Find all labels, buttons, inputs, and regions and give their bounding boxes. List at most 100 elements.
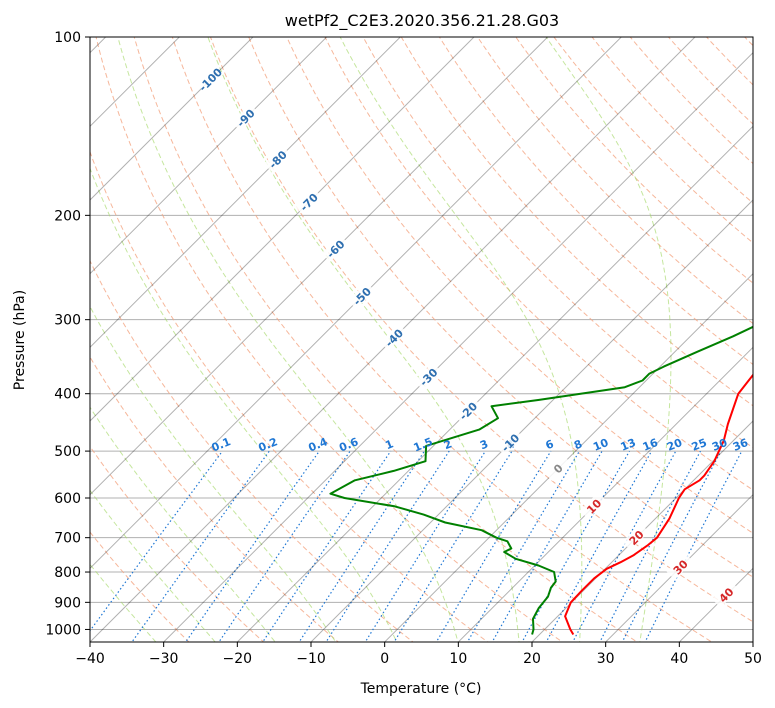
- y-tick-label: 700: [54, 531, 81, 547]
- y-tick-label: 300: [54, 313, 81, 329]
- moist-adiabat: [117, 37, 459, 642]
- y-tick-label: 900: [54, 595, 81, 611]
- isotherm-line: [90, 37, 254, 201]
- y-tick-label: 600: [54, 491, 81, 507]
- mixing-ratio-line: [435, 450, 552, 642]
- isotherm-label-bg: [496, 428, 524, 456]
- y-tick-label: 500: [54, 444, 81, 460]
- x-axis-label: Temperature (°C): [360, 681, 482, 697]
- dry-adiabat: [286, 37, 753, 534]
- y-tick-label: 100: [54, 30, 81, 46]
- isotherm-line: [90, 37, 181, 128]
- mixing-ratio-label: 20: [665, 436, 684, 454]
- mixing-ratio-line: [466, 450, 580, 642]
- dry-adiabat: [667, 37, 753, 125]
- mixing-ratio-label: 25: [690, 436, 709, 454]
- dry-adiabat: [90, 531, 190, 642]
- dry-adiabat: [171, 37, 713, 642]
- mixing-ratio-line: [218, 450, 351, 642]
- y-tick-label: 800: [54, 565, 81, 581]
- mixing-ratio-lines: [90, 450, 743, 642]
- dewpoint-profile: [329, 325, 753, 635]
- isotherm-label-bg: [196, 65, 224, 93]
- mixing-ratio-line: [131, 450, 270, 642]
- isotherm-label-bg: [263, 145, 291, 173]
- dry-adiabat: [400, 37, 753, 407]
- dry-adiabat: [553, 37, 753, 244]
- isotherm-line: [236, 125, 753, 642]
- moist-adiabat: [90, 305, 337, 642]
- moist-adiabat: [90, 406, 276, 642]
- isotherm-label-bg: [712, 580, 739, 608]
- mixing-ratio-label: 10: [591, 436, 610, 454]
- mixing-ratio-label: 13: [619, 436, 638, 454]
- y-axis: 100 200 300 400 500 600 700 800 900 1000: [45, 30, 90, 638]
- moist-adiabat: [339, 37, 583, 642]
- isotherm-label-bg: [454, 396, 481, 424]
- mixing-ratio-line: [545, 450, 653, 642]
- mixing-ratio-label: 1: [383, 437, 395, 452]
- x-tick-label: 30: [597, 651, 615, 667]
- dry-adiabat: [90, 150, 489, 642]
- mixing-ratio-label: 2: [442, 437, 454, 452]
- isotherm-label-bg: [544, 454, 571, 482]
- plot-frame: [89, 36, 754, 643]
- isotherm-label-bg: [622, 523, 650, 551]
- mixing-ratio-line: [298, 450, 425, 642]
- plot-area: [90, 37, 753, 642]
- moist-adiabat: [90, 489, 216, 642]
- moist-adiabat: [90, 563, 157, 642]
- mixing-ratio-label: 3: [478, 437, 490, 452]
- isotherm-line: [383, 272, 753, 642]
- y-tick-label: 400: [54, 387, 81, 403]
- moist-adiabats: [90, 37, 672, 642]
- x-tick-label: −40: [75, 651, 105, 667]
- x-tick-label: 10: [449, 651, 467, 667]
- dry-adiabat: [362, 37, 753, 449]
- x-tick-label: 0: [380, 651, 389, 667]
- mixing-ratio-line: [262, 450, 392, 642]
- x-tick-label: −30: [149, 651, 179, 667]
- x-tick-label: −20: [223, 651, 253, 667]
- isotherm-line: [162, 51, 753, 642]
- pressure-grid: [90, 37, 753, 630]
- profile-lines: [329, 325, 753, 636]
- isotherm-label-bg: [321, 234, 349, 262]
- isotherm-label-bg: [294, 188, 322, 215]
- moist-adiabat: [90, 167, 398, 642]
- x-tick-label: 20: [523, 651, 541, 667]
- isotherm-line: [90, 37, 402, 349]
- dry-adiabat: [477, 37, 753, 325]
- dry-adiabat: [756, 10, 775, 654]
- isotherm-label-bg: [231, 103, 259, 131]
- isotherm-label-bg: [666, 553, 694, 580]
- dry-adiabat: [591, 37, 753, 204]
- dry-adiabat: [95, 37, 564, 642]
- isotherm-label-bg: [379, 323, 407, 351]
- isotherm-line: [90, 37, 623, 570]
- dry-adiabat: [90, 445, 265, 642]
- dry-adiabat: [133, 37, 638, 642]
- isotherm-label-bg: [414, 362, 442, 390]
- mixing-ratio-line: [325, 450, 450, 642]
- mixing-ratio-label: 30: [710, 436, 729, 454]
- isotherm-label-bg: [347, 282, 375, 310]
- x-axis: −40 −30 −20 −10 0 10 20 30 40 50: [75, 642, 762, 667]
- x-tick-label: 40: [670, 651, 688, 667]
- mixing-ratio-label: 16: [641, 436, 660, 454]
- y-tick-label: 200: [54, 208, 81, 224]
- isotherm-line: [310, 199, 753, 642]
- isotherm-label-bg: [579, 492, 607, 520]
- dry-adiabat: [248, 37, 753, 578]
- y-axis-label: Pressure (hPa): [12, 290, 28, 390]
- mixing-ratio-line: [491, 450, 603, 642]
- temperature-profile: [564, 373, 753, 636]
- x-tick-label: 50: [744, 651, 762, 667]
- mixing-ratio-line: [184, 450, 320, 642]
- chart-title: wetPf2_C2E3.2020.356.21.28.G03: [285, 11, 559, 31]
- mixing-ratio-line: [644, 450, 743, 642]
- dry-adiabat: [90, 259, 414, 642]
- isotherm-line: [457, 346, 753, 642]
- x-tick-label: −10: [296, 651, 326, 667]
